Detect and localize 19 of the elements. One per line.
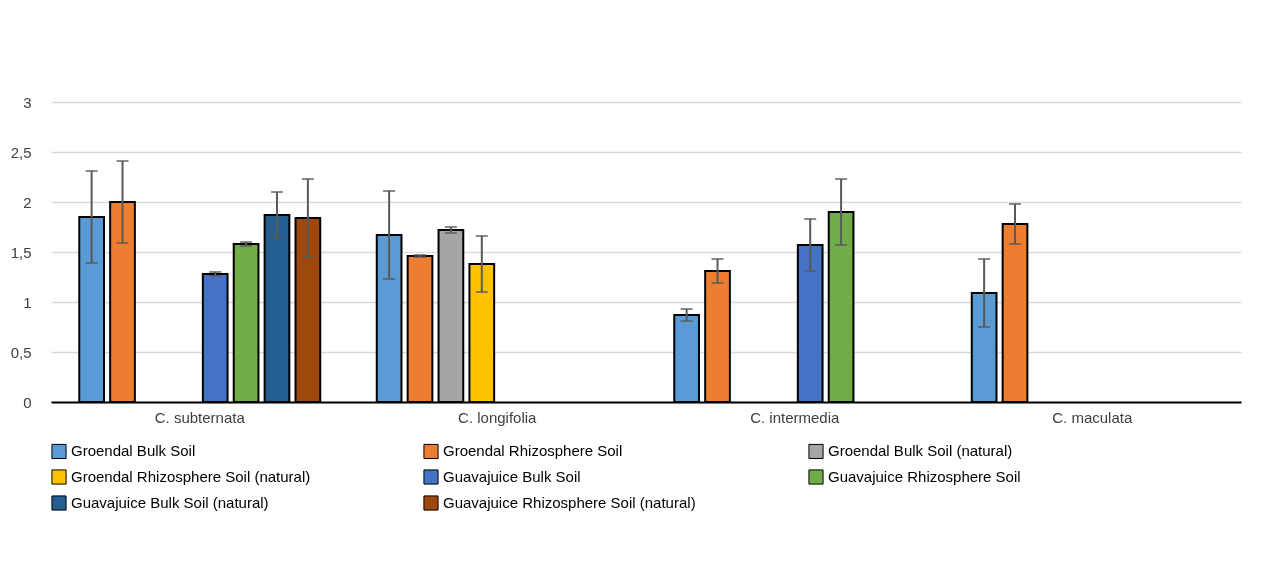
y-tick-label: 0 <box>23 393 32 411</box>
y-tick-label: 1 <box>23 293 32 311</box>
legend-label: Groendal Bulk Soil <box>71 442 196 460</box>
y-tick-label: 3 <box>23 93 32 111</box>
x-tick-label: C. longifolia <box>458 408 538 426</box>
legend-label: Groendal Rhizosphere Soil <box>443 442 623 460</box>
y-tick-label: 2,5 <box>10 143 32 161</box>
x-tick-label: C. intermedia <box>750 408 841 426</box>
legend-label: Guavajuice Rhizosphere Soil (natural) <box>443 494 696 511</box>
legend-label: Guavajuice Bulk Soil <box>443 468 581 485</box>
y-tick-label: 2 <box>23 193 32 211</box>
x-tick-label: C. subternata <box>154 408 246 426</box>
legend-label: Groendal Bulk Soil (natural) <box>828 442 1013 460</box>
y-tick-label: 1,5 <box>10 243 32 261</box>
legend-label: Guavajuice Rhizosphere Soil <box>828 468 1021 485</box>
y-tick-label: 0,5 <box>10 343 32 361</box>
legend-label: Guavajuice Bulk Soil (natural) <box>71 494 269 511</box>
legend-label: Groendal Rhizosphere Soil (natural) <box>71 468 311 485</box>
x-tick-label: C. maculata <box>1052 408 1133 426</box>
